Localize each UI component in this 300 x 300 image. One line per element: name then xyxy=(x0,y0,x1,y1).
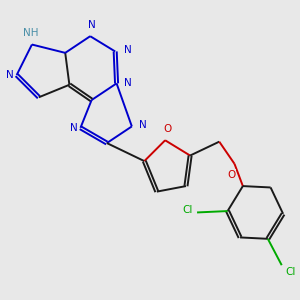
Text: N: N xyxy=(139,120,146,130)
Text: N: N xyxy=(124,45,131,55)
Text: O: O xyxy=(164,124,172,134)
Text: N: N xyxy=(88,20,95,30)
Text: NH: NH xyxy=(23,28,38,38)
Text: N: N xyxy=(124,78,132,88)
Text: N: N xyxy=(6,70,14,80)
Text: Cl: Cl xyxy=(182,205,193,215)
Text: O: O xyxy=(228,170,236,180)
Text: Cl: Cl xyxy=(286,267,296,277)
Text: N: N xyxy=(70,123,77,133)
